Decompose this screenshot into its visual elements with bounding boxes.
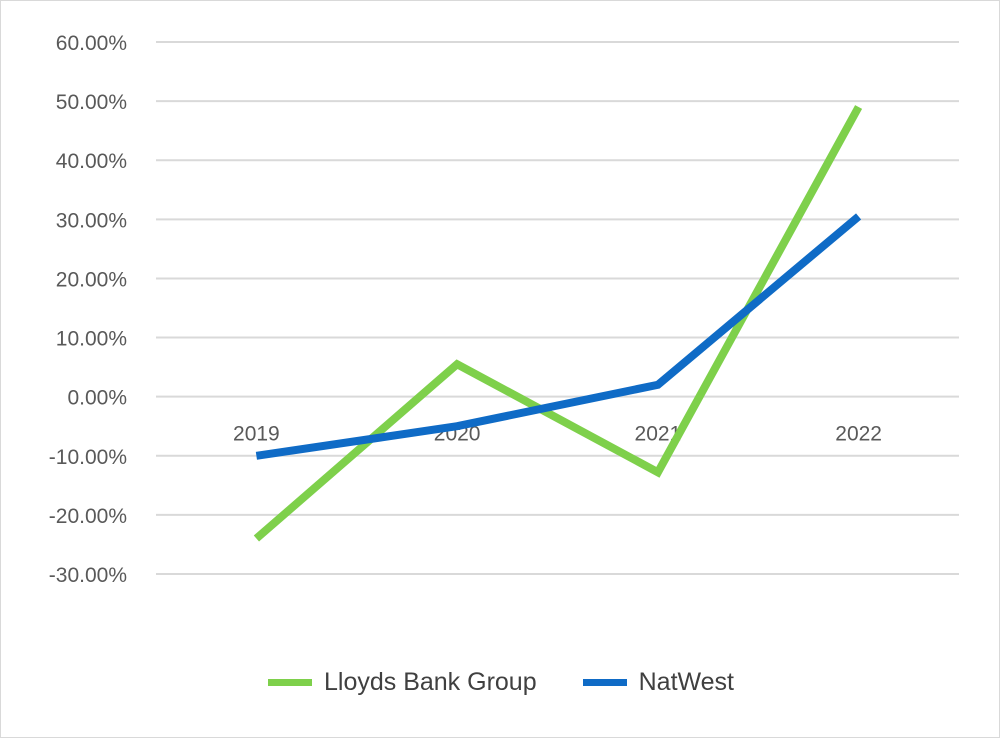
y-tick-label: -10.00% xyxy=(49,446,127,469)
legend-item-natwest: NatWest xyxy=(582,667,735,697)
series-lines xyxy=(253,105,863,542)
y-tick-label: 40.00% xyxy=(56,150,127,173)
legend-swatch-lloyds xyxy=(267,678,312,686)
legend-label-lloyds: Lloyds Bank Group xyxy=(323,667,537,696)
gridlines xyxy=(156,41,959,575)
y-tick-label: -20.00% xyxy=(49,505,127,528)
x-axis-tick-labels: 2019 2020 2021 2022 xyxy=(233,423,882,446)
y-tick-label: 30.00% xyxy=(56,209,127,232)
y-tick-label: 60.00% xyxy=(56,32,127,55)
y-tick-label: 20.00% xyxy=(56,268,127,291)
legend: Lloyds Bank Group NatWest xyxy=(1,659,1000,705)
y-tick-label: -30.00% xyxy=(49,564,127,587)
series-line-natwest xyxy=(255,213,862,460)
legend-swatch-natwest xyxy=(582,678,627,686)
x-tick-label: 2021 xyxy=(635,423,682,446)
x-tick-label: 2019 xyxy=(233,423,280,446)
y-tick-label: 0.00% xyxy=(67,387,127,410)
legend-item-lloyds: Lloyds Bank Group xyxy=(267,667,537,697)
y-tick-label: 10.00% xyxy=(56,328,127,351)
y-tick-label: 50.00% xyxy=(56,91,127,114)
series-line-lloyds xyxy=(253,105,863,542)
legend-label-natwest: NatWest xyxy=(638,667,735,696)
x-tick-label: 2022 xyxy=(835,423,882,446)
y-axis-tick-labels: 60.00% 50.00% 40.00% 30.00% 20.00% 10.00% 0.00… xyxy=(49,32,127,587)
